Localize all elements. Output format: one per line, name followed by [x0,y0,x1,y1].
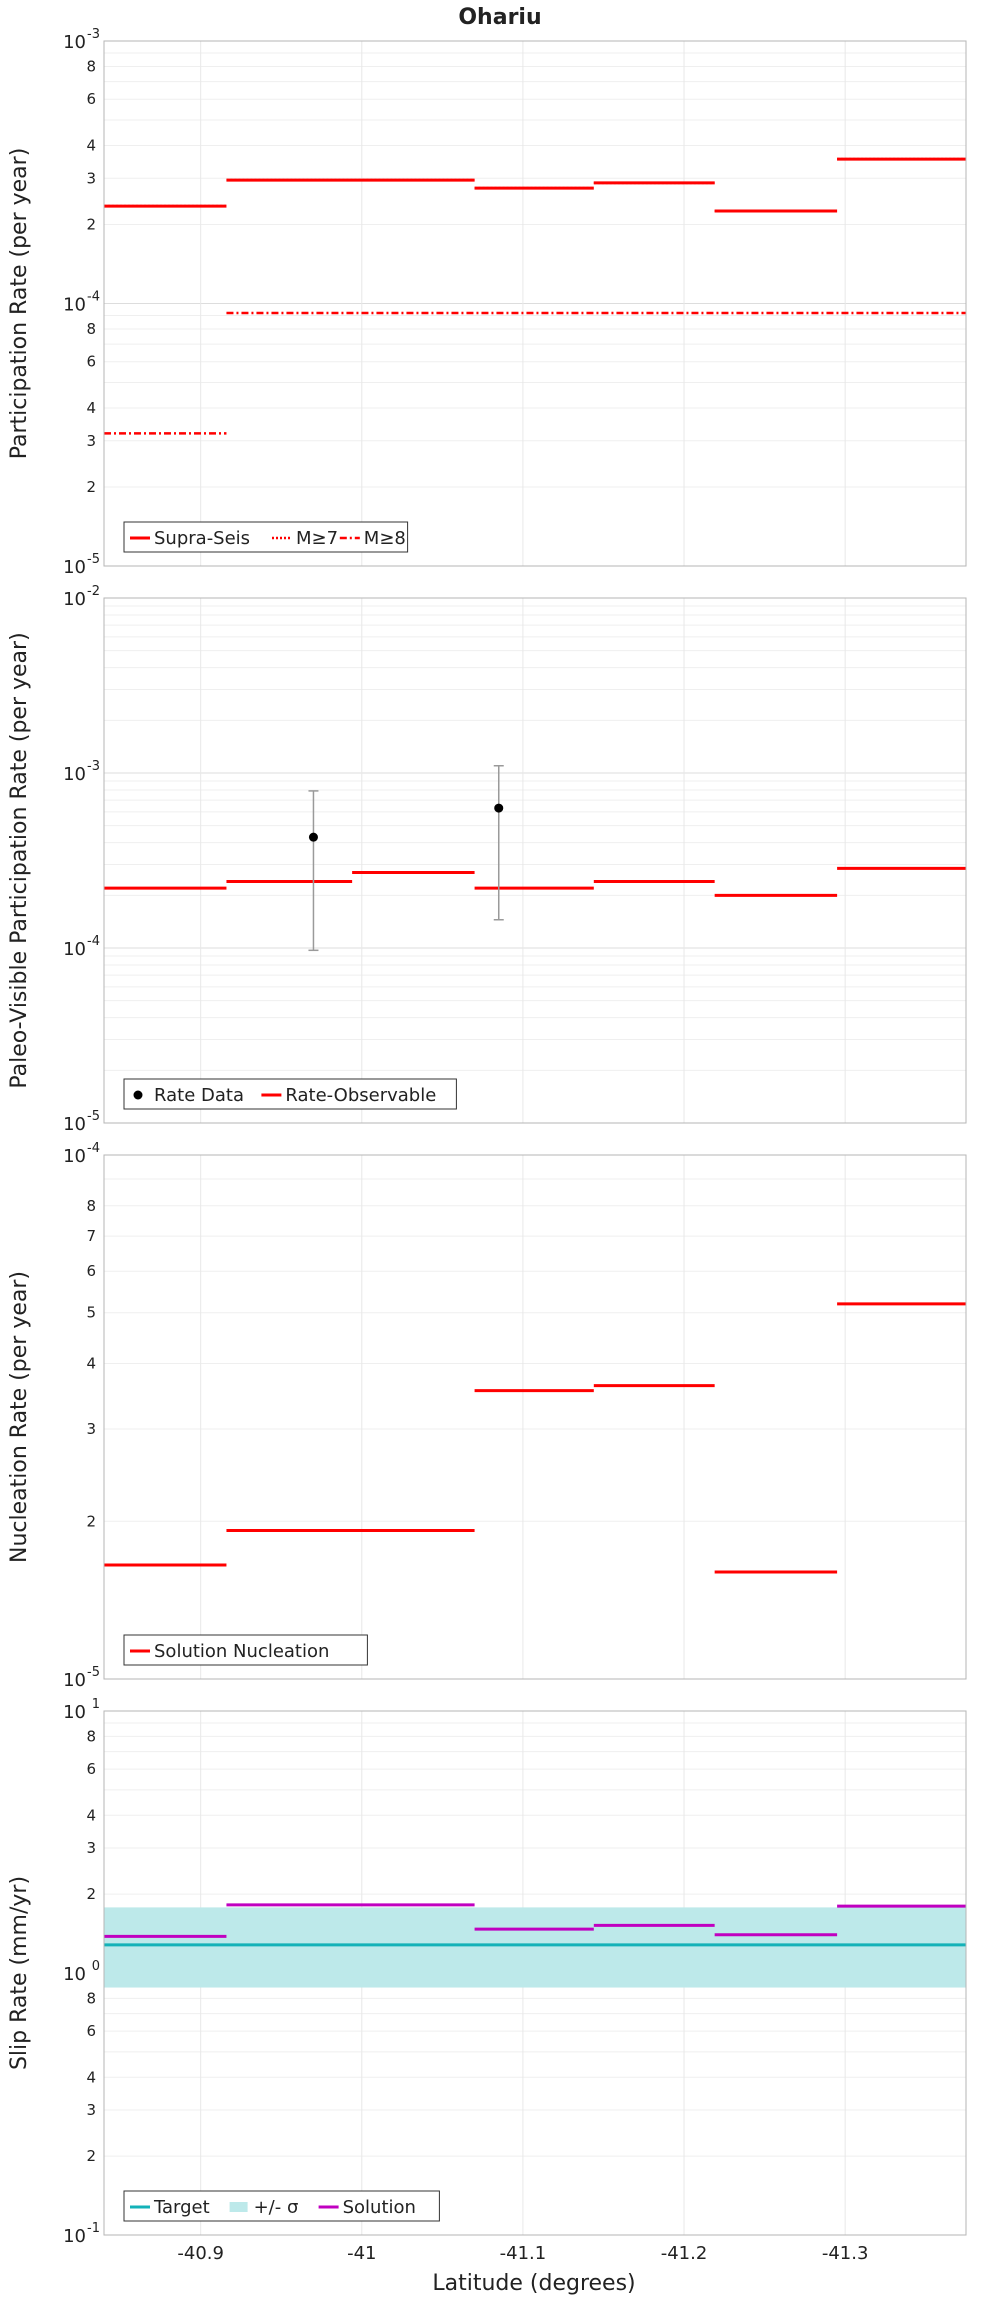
plot-frame [103,1710,967,2236]
plot-area [104,1155,966,1679]
y-tick-exponent-1: 0 [92,1959,100,1974]
plot-frame [103,597,967,1124]
y-tick-exponent-0: 1 [92,1697,100,1712]
y-minor-label-3: 3 [86,169,96,187]
y-minor-label-4: 2 [86,215,96,233]
y-minor-label-1: 6 [86,1760,96,1778]
x-tick-label-2: -41.1 [500,2243,547,2264]
legend-box [123,1634,368,1666]
y-tick-label-3: 10 [63,1114,86,1135]
x-tick-label-1: -41 [347,2243,376,2264]
x-tick-label-4: -41.3 [822,2243,869,2264]
plot-frame [103,1154,967,1680]
y-minor-label-5: 8 [86,1989,96,2007]
legend-label-2: M≥8 [364,528,406,549]
y-axis-label: Slip Rate (mm/yr) [7,1876,32,2070]
legend-label-0: Rate Data [154,1085,244,1106]
y-tick-exponent-1: -4 [87,290,100,305]
y-minor-label-9: 2 [86,478,96,496]
legend-label-0: Solution Nucleation [154,1641,329,1662]
legend-label-1: +/- σ [254,2197,299,2218]
y-tick-exponent-3: -5 [87,1109,100,1124]
y-tick-exponent-0: -2 [87,584,100,599]
legend-label-1: Rate-Observable [285,1085,436,1106]
plot-area [104,598,966,1123]
y-minor-label-3: 3 [86,1839,96,1857]
legend-label-2: Solution [343,2197,416,2218]
y-tick-exponent-2: -5 [87,552,100,567]
data-point-0 [308,832,318,842]
y-tick-exponent-1: -3 [87,759,100,774]
y-minor-label-1: 7 [86,1227,96,1245]
y-minor-label-6: 6 [86,2022,96,2040]
y-tick-label-2: 10 [63,2226,86,2247]
y-minor-label-8: 3 [86,432,96,450]
y-minor-label-4: 4 [86,1355,96,1373]
y-minor-label-1: 6 [86,90,96,108]
y-minor-label-2: 6 [86,1262,96,1280]
y-tick-label-0: 10 [63,1702,86,1723]
legend-label-1: M≥7 [296,528,338,549]
y-tick-label-0: 10 [63,589,86,610]
plot-frame [103,40,967,567]
y-minor-label-7: 4 [86,399,96,417]
y-tick-label-1: 10 [63,1964,86,1985]
legend-box [123,521,409,553]
y-minor-label-0: 8 [86,1197,96,1215]
y-tick-label-1: 10 [63,764,86,785]
y-tick-exponent-2: -1 [87,2221,100,2236]
y-minor-label-4: 2 [86,1885,96,1903]
legend-swatch-1 [229,2202,248,2212]
y-minor-label-3: 5 [86,1304,96,1322]
legend-label-0: Supra-Seis [154,528,250,549]
legend-swatch-0 [133,1090,143,1100]
y-minor-label-0: 8 [86,1727,96,1745]
y-tick-label-1: 10 [63,1670,86,1691]
y-minor-label-5: 8 [86,320,96,338]
y-tick-label-2: 10 [63,939,86,960]
y-minor-label-2: 4 [86,136,96,154]
y-minor-label-2: 4 [86,1806,96,1824]
y-minor-label-9: 2 [86,2147,96,2165]
y-tick-label-2: 10 [63,557,86,578]
y-tick-label-0: 10 [63,32,86,53]
y-axis-label: Nucleation Rate (per year) [7,1271,32,1563]
y-tick-exponent-1: -5 [87,1665,100,1680]
x-axis-label: Latitude (degrees) [432,2271,635,2296]
legend-label-0: Target [153,2197,210,2218]
y-minor-label-5: 3 [86,1420,96,1438]
y-tick-exponent-2: -4 [87,934,100,949]
data-point-1 [494,803,504,813]
legend-box [123,2190,440,2222]
legend-box [123,1078,457,1110]
sigma-band [104,1907,966,1988]
y-minor-label-6: 6 [86,353,96,371]
y-minor-label-8: 3 [86,2101,96,2119]
y-tick-exponent-0: -3 [87,27,100,42]
y-axis-label: Participation Rate (per year) [7,148,32,460]
x-tick-label-0: -40.9 [177,2243,224,2264]
x-tick-label-3: -41.2 [661,2243,708,2264]
y-tick-exponent-0: -4 [87,1141,100,1156]
y-axis-label: Paleo-Visible Participation Rate (per ye… [7,632,32,1088]
y-minor-label-7: 4 [86,2068,96,2086]
chart-title: Ohariu [458,5,541,30]
y-minor-label-6: 2 [86,1512,96,1530]
y-tick-label-0: 10 [63,1146,86,1167]
y-minor-label-0: 8 [86,57,96,75]
y-tick-label-1: 10 [63,295,86,316]
